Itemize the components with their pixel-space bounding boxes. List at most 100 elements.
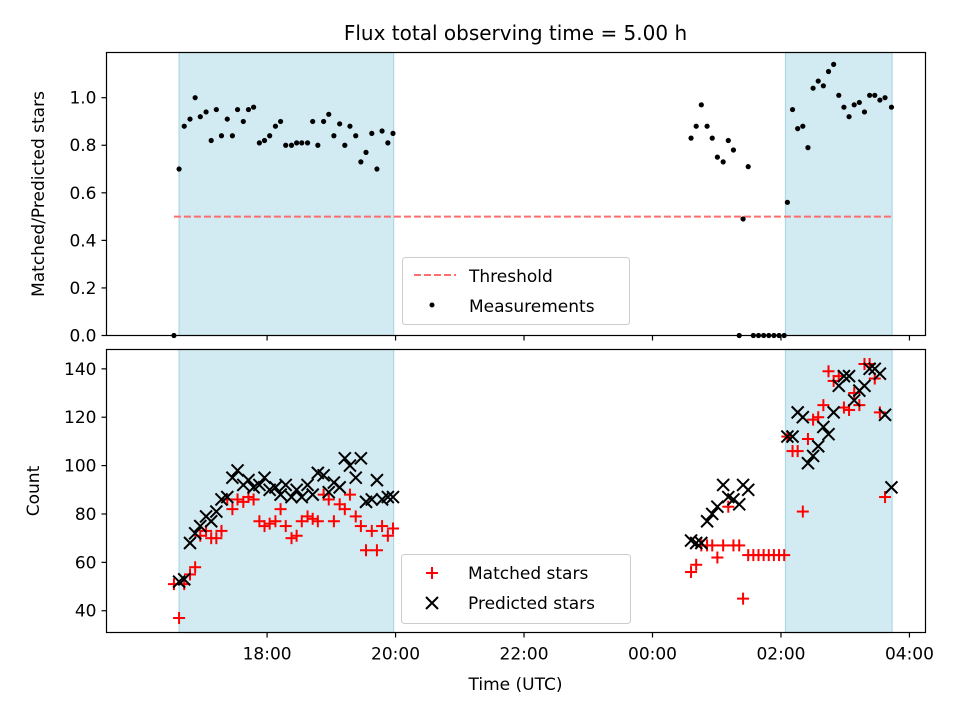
measurement-point [867, 92, 873, 98]
predicted-star-point [316, 468, 331, 482]
predicted-star-point [732, 497, 746, 512]
measurement-point [390, 130, 396, 136]
y-tick-label: 0.2 [69, 279, 96, 299]
matched-legend-label: Matched stars [468, 564, 588, 584]
count-y-axis: 40 60 80 100 120 140 [64, 360, 107, 622]
y-tick-label: 140 [64, 360, 96, 380]
measurement-point [856, 99, 862, 106]
measurement-point [815, 78, 821, 84]
measurement-point [693, 123, 699, 129]
matched-legend-swatch [426, 567, 438, 579]
measurement-point [861, 109, 868, 115]
ratio-plot-frame [105, 51, 927, 337]
top-shaded-regions [178, 51, 893, 337]
measurements-legend-label: Measurements [469, 297, 595, 317]
measurement-point [250, 104, 257, 110]
predicted-star-point [332, 480, 347, 495]
observing-window-shade [178, 51, 395, 337]
measurement-point [784, 199, 790, 205]
measurement-point [304, 140, 311, 146]
measurement-point [369, 130, 375, 136]
predicted-legend-swatch [425, 596, 439, 610]
measurement-point [831, 61, 837, 67]
observing-window-shade [784, 51, 893, 337]
measurement-point [234, 106, 241, 113]
x-tick-label: 04:00 [885, 645, 934, 665]
predicted-star-point [847, 393, 861, 408]
x-tick-label: 00:00 [628, 645, 677, 665]
measurement-points [171, 61, 895, 339]
predicted-star-point [257, 470, 272, 485]
predicted-star-point [705, 507, 719, 521]
predicted-star-point [811, 439, 825, 453]
matched-star-point [879, 491, 892, 504]
predicted-star-point [322, 485, 336, 499]
matched-star-point [690, 558, 703, 571]
matched-star-point [210, 532, 223, 545]
measurement-point [299, 140, 305, 146]
measurement-point [851, 102, 857, 108]
y-tick-label: 0.6 [69, 184, 96, 204]
measurement-point [203, 109, 209, 115]
measurement-point [805, 145, 811, 151]
measurement-point [810, 85, 816, 91]
matched-star-point [360, 544, 373, 557]
measurement-point [283, 142, 289, 148]
predicted-star-point [284, 490, 299, 504]
predicted-star-point [381, 490, 395, 504]
matched-star-point [306, 512, 319, 525]
measurement-point [176, 166, 182, 172]
measurement-point [208, 137, 214, 144]
predicted-star-point [230, 463, 245, 478]
matched-star-point [338, 503, 351, 516]
measurement-point [720, 159, 726, 165]
measurement-point [374, 166, 380, 172]
matched-star-point [215, 524, 228, 537]
measurement-point [846, 114, 852, 120]
predicted-star-point [806, 449, 820, 463]
matched-star-point [737, 592, 750, 605]
observing-window-shade [784, 348, 893, 634]
predicted-star-point [365, 492, 379, 507]
ratio-legend: Threshold Measurements [402, 257, 630, 325]
matched-star-point [349, 510, 362, 523]
measurement-point [288, 142, 295, 148]
matched-star-point [290, 529, 303, 542]
matched-star-point [837, 401, 850, 414]
y-tick-label: 0.0 [69, 327, 96, 347]
y-tick-label: 120 [64, 408, 96, 428]
measurement-point [315, 142, 321, 148]
matched-star-point [285, 532, 298, 545]
matched-star-point [247, 493, 260, 506]
matched-star-point [231, 493, 244, 506]
matched-star-point [343, 488, 356, 501]
matched-star-point [221, 493, 234, 506]
x-tick-label: 22:00 [500, 645, 549, 665]
predicted-star-point [816, 420, 831, 434]
ratio-y-axis: 0.0 0.2 0.4 0.6 0.8 1.0 [69, 89, 107, 347]
matched-star-point [791, 445, 804, 458]
y-tick-label: 80 [75, 505, 97, 525]
measurement-point [197, 114, 203, 120]
predicted-star-point [183, 536, 197, 550]
matched-star-point [733, 539, 746, 552]
measurement-point [213, 106, 219, 113]
predicted-star-point [821, 427, 836, 441]
measurement-point [872, 92, 878, 98]
predicted-star-point [710, 500, 725, 514]
measurement-point [240, 118, 246, 125]
predicted-star-point [884, 480, 899, 495]
matched-star-point [685, 566, 698, 579]
measurement-point [245, 106, 252, 113]
measurements-legend-swatch [429, 302, 435, 308]
x-tick-label: 20:00 [371, 645, 420, 665]
measurement-point [181, 123, 187, 129]
predicted-star-point [878, 408, 892, 422]
counts-plot-frame [105, 348, 927, 634]
measurement-point [730, 147, 737, 153]
predicted-star-point [370, 473, 384, 487]
measurement-point [310, 118, 316, 125]
matched-star-point [822, 365, 835, 378]
measurement-point [363, 149, 369, 155]
